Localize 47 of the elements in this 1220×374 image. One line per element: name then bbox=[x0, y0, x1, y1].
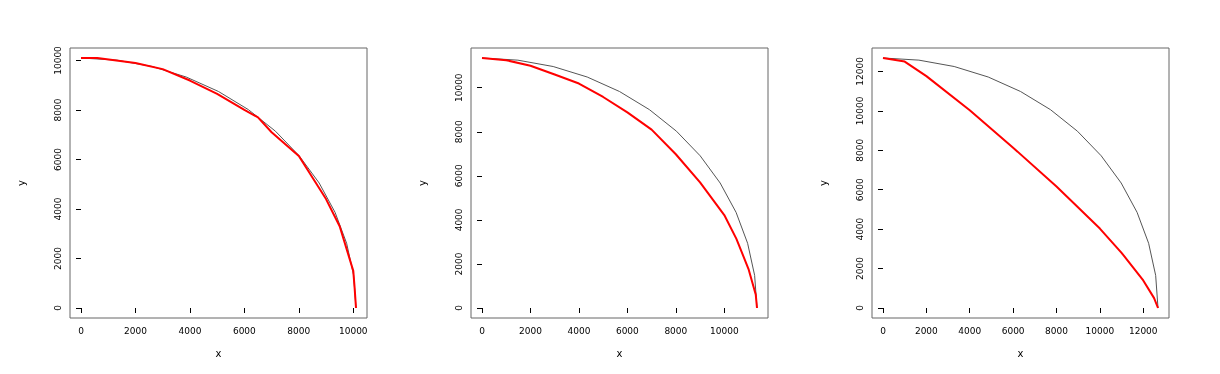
x-tick-label: 8000 bbox=[664, 325, 688, 336]
x-tick-label: 12000 bbox=[1128, 325, 1158, 336]
x-tick-label: 4000 bbox=[178, 325, 202, 336]
y-tick-label: 4000 bbox=[453, 208, 464, 232]
x-tick-label: 6000 bbox=[1001, 325, 1025, 336]
x-tick-label: 4000 bbox=[958, 325, 982, 336]
x-tick-label: 6000 bbox=[615, 325, 640, 336]
y-tick-label: 2000 bbox=[453, 252, 464, 276]
x-tick-label: 8000 bbox=[1045, 325, 1069, 336]
x-axis-title: x bbox=[1017, 347, 1024, 359]
y-tick-label: 10000 bbox=[854, 96, 865, 126]
y-axis-title: y bbox=[416, 179, 428, 186]
y-tick-label: 6000 bbox=[453, 164, 464, 188]
y-tick-label: 0 bbox=[52, 304, 63, 311]
y-tick-label: 6000 bbox=[52, 147, 63, 171]
x-tick-label: 10000 bbox=[709, 325, 739, 336]
x-tick-label: 0 bbox=[78, 325, 85, 336]
y-tick-label: 8000 bbox=[854, 138, 865, 162]
y-tick-label: 0 bbox=[854, 304, 865, 311]
y-tick-label: 4000 bbox=[52, 197, 63, 221]
x-tick-label: 2000 bbox=[914, 325, 939, 336]
y-tick-label: 4000 bbox=[854, 217, 865, 241]
y-axis-title: y bbox=[15, 179, 27, 186]
y-tick-label: 0 bbox=[453, 304, 464, 311]
y-tick-label: 8000 bbox=[453, 120, 464, 144]
y-tick-label: 2000 bbox=[52, 246, 63, 270]
x-tick-label: 0 bbox=[479, 325, 486, 336]
x-tick-label: 2000 bbox=[124, 325, 148, 336]
line-series bbox=[80, 57, 357, 309]
y-tick-label: 8000 bbox=[52, 98, 63, 122]
x-tick-label: 2000 bbox=[519, 325, 543, 336]
x-tick-label: 10000 bbox=[1085, 325, 1115, 336]
y-tick-label: 12000 bbox=[854, 56, 865, 86]
x-tick-label: 6000 bbox=[232, 325, 257, 336]
y-axis-title: y bbox=[817, 179, 829, 186]
y-tick-label: 2000 bbox=[854, 256, 865, 281]
x-axis-title: x bbox=[215, 347, 222, 359]
line-series bbox=[481, 57, 758, 309]
x-tick-label: 8000 bbox=[287, 325, 311, 336]
line-series bbox=[882, 57, 1159, 309]
x-tick-label: 0 bbox=[880, 325, 887, 336]
x-tick-label: 10000 bbox=[338, 325, 368, 336]
y-tick-label: 6000 bbox=[854, 177, 865, 202]
y-tick-label: 10000 bbox=[453, 73, 464, 103]
x-tick-label: 4000 bbox=[567, 325, 591, 336]
x-axis-title: x bbox=[616, 347, 623, 359]
y-tick-label: 10000 bbox=[52, 45, 63, 75]
